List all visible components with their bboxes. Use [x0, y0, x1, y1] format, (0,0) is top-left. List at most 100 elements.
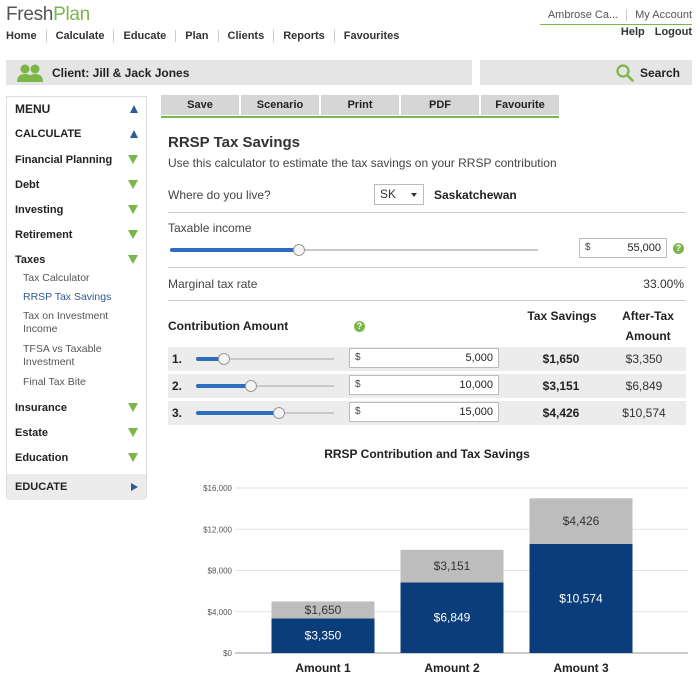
sidebar-item-financial-planning[interactable]: Financial Planning: [7, 147, 146, 172]
x-category-label: Amount 3: [553, 661, 609, 675]
user-name-link[interactable]: Ambrose Ca...: [547, 9, 619, 21]
sidebar-item-label: Education: [15, 451, 69, 464]
divider: [168, 212, 686, 213]
sidebar-calculate[interactable]: CALCULATE: [7, 121, 146, 147]
sidebar-sub-final-tax-bite[interactable]: Final Tax Bite: [23, 376, 86, 388]
help-icon[interactable]: ?: [354, 321, 365, 332]
province-select[interactable]: SK: [374, 184, 424, 205]
help-icon[interactable]: ?: [673, 243, 684, 254]
bar-label-after-tax: $6,849: [434, 611, 471, 625]
sidebar-item-investing[interactable]: Investing: [7, 197, 146, 222]
sidebar-sub-tax-calculator[interactable]: Tax Calculator: [23, 272, 90, 284]
sidebar-sub-tfsa-vs-taxable[interactable]: TFSA vs Taxable Investment: [23, 343, 102, 368]
contribution-amount-value: 10,000: [459, 379, 493, 391]
nav-calculate[interactable]: Calculate: [45, 30, 114, 42]
expand-down-icon: [128, 180, 138, 189]
account-bar: Ambrose Ca... My Account: [539, 9, 692, 25]
contribution-amount-input[interactable]: $15,000: [349, 402, 499, 422]
y-tick-label: $8,000: [208, 567, 233, 576]
sidebar-sub-rrsp-tax-savings[interactable]: RRSP Tax Savings: [23, 291, 112, 303]
sidebar-item-label: Debt: [15, 178, 40, 191]
search-bar[interactable]: Search: [480, 60, 692, 85]
contribution-row: 1. $5,000 $1,650 $3,350: [168, 347, 686, 371]
sidebar-educate[interactable]: EDUCATE: [7, 474, 146, 500]
row-number: 1.: [172, 352, 183, 366]
logout-link[interactable]: Logout: [654, 26, 692, 38]
nav-educate[interactable]: Educate: [113, 30, 175, 42]
y-tick-label: $0: [223, 649, 232, 658]
currency-symbol: $: [355, 379, 361, 390]
expand-down-icon: [128, 255, 138, 264]
pdf-button[interactable]: PDF: [401, 95, 479, 115]
nav-plan[interactable]: Plan: [175, 30, 217, 42]
x-category-label: Amount 1: [295, 661, 351, 675]
slider-handle[interactable]: [272, 407, 285, 419]
taxable-income-label: Taxable income: [168, 221, 252, 235]
contribution-amount-value: 5,000: [465, 352, 493, 364]
y-tick-label: $4,000: [208, 608, 233, 617]
x-category-label: Amount 2: [424, 661, 480, 675]
tax-savings-value: $1,650: [542, 352, 580, 366]
sidebar-item-education[interactable]: Education: [7, 445, 146, 470]
contribution-row: 2. $10,000 $3,151 $6,849: [168, 374, 686, 398]
my-account-link[interactable]: My Account: [635, 9, 692, 21]
slider-fill: [170, 248, 299, 252]
scenario-button[interactable]: Scenario: [241, 95, 319, 115]
currency-symbol: $: [585, 242, 591, 253]
sidebar-item-retirement[interactable]: Retirement: [7, 222, 146, 247]
app-logo[interactable]: FreshPlan: [6, 4, 90, 26]
print-button[interactable]: Print: [321, 95, 399, 115]
tax-savings-header: Tax Savings: [527, 309, 597, 323]
nav-clients[interactable]: Clients: [217, 30, 274, 42]
after-tax-value: $3,350: [625, 352, 663, 366]
slider-handle[interactable]: [217, 353, 230, 365]
bar-tax-savings: [271, 601, 375, 619]
contribution-amount-input[interactable]: $5,000: [349, 348, 499, 368]
nav-home[interactable]: Home: [6, 30, 37, 42]
page-title: RRSP Tax Savings: [168, 134, 300, 151]
bar-label-tax-savings: $1,650: [305, 603, 342, 617]
contribution-label: Contribution Amount: [168, 319, 289, 333]
taxable-income-slider[interactable]: [170, 244, 538, 256]
divider: [168, 267, 686, 268]
sidebar-item-taxes[interactable]: Taxes: [7, 247, 146, 272]
client-bar[interactable]: Client: Jill & Jack Jones: [6, 60, 472, 85]
taxable-income-input[interactable]: $ 55,000: [579, 238, 667, 258]
contribution-slider[interactable]: [196, 380, 334, 392]
bar-after-tax: [400, 582, 504, 653]
where-label: Where do you live?: [168, 188, 271, 202]
slider-handle[interactable]: [292, 244, 305, 256]
marginal-rate-value: 33.00%: [643, 277, 684, 291]
row-number: 2.: [172, 379, 183, 393]
slider-fill: [196, 357, 224, 361]
contribution-slider[interactable]: [196, 353, 334, 365]
nav-reports[interactable]: Reports: [273, 30, 334, 42]
sidebar-item-label: Financial Planning: [15, 153, 113, 166]
sidebar-sub-tax-on-investment-income[interactable]: Tax on Investment Income: [23, 310, 109, 335]
sidebar-item-insurance[interactable]: Insurance: [7, 395, 146, 420]
taxable-income-value: 55,000: [627, 242, 661, 254]
save-button[interactable]: Save: [161, 95, 239, 115]
tax-savings-value: $4,426: [542, 406, 580, 420]
contribution-chart: $0 $4,000 $8,000 $12,000 $16,000 $3,350 $1,650…: [203, 484, 688, 675]
sidebar-menu-header[interactable]: MENU: [7, 97, 146, 121]
educate-label: EDUCATE: [15, 481, 68, 493]
logo-plan: Plan: [53, 4, 90, 25]
bar-label-tax-savings: $4,426: [563, 514, 600, 528]
sidebar-item-estate[interactable]: Estate: [7, 420, 146, 445]
contribution-amount-input[interactable]: $10,000: [349, 375, 499, 395]
chart-title: RRSP Contribution and Tax Savings: [324, 447, 530, 461]
expand-down-icon: [128, 403, 138, 412]
contribution-slider[interactable]: [196, 407, 334, 419]
sidebar-item-label: Retirement: [15, 228, 73, 241]
nav-favourites[interactable]: Favourites: [333, 30, 409, 42]
favourite-button[interactable]: Favourite: [481, 95, 559, 115]
toolbar: Save Scenario Print PDF Favourite: [161, 95, 559, 118]
help-link[interactable]: Help: [620, 26, 645, 38]
clients-icon: [17, 64, 43, 82]
sidebar-item-debt[interactable]: Debt: [7, 172, 146, 197]
expand-down-icon: [128, 155, 138, 164]
expand-down-icon: [128, 453, 138, 462]
slider-handle[interactable]: [245, 380, 258, 392]
bar-label-after-tax: $10,574: [559, 591, 603, 605]
